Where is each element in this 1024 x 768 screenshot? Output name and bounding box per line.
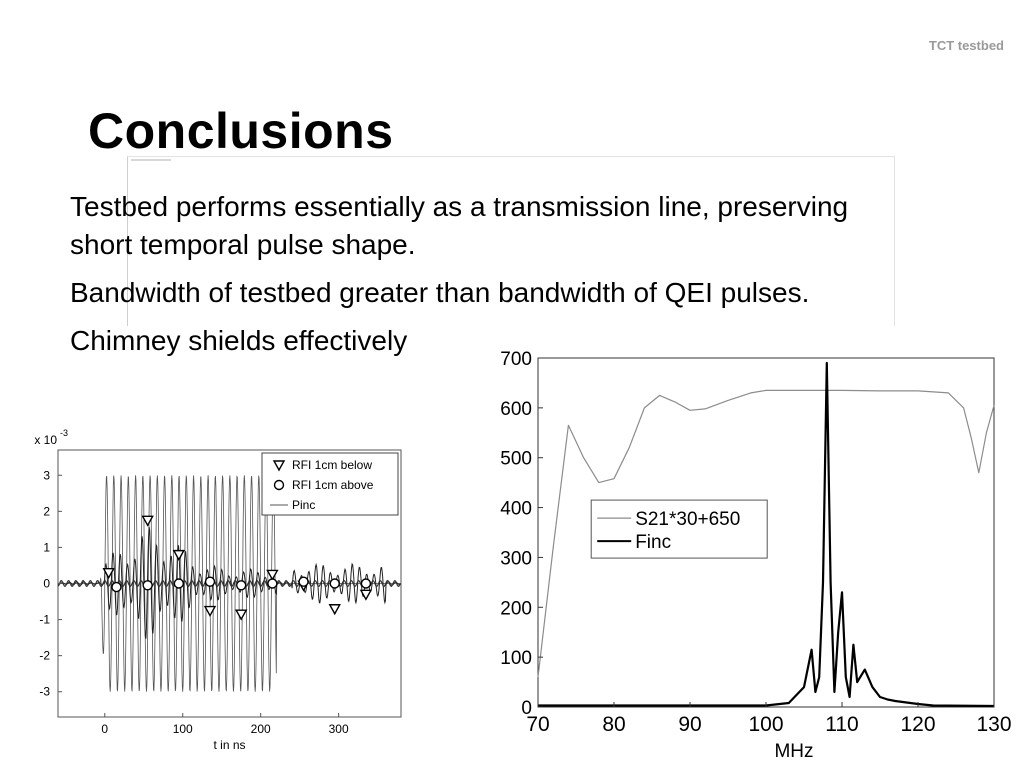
finc-series-line <box>538 361 995 708</box>
frequency-domain-figure: 70 80 90 100 110 120 130 0 100 200 300 400 500 600 700… <box>486 344 1016 766</box>
rfi-above-marker <box>235 580 247 591</box>
x-tick-label: 110 <box>825 713 858 736</box>
legend-label: S21*30+650 <box>635 509 740 530</box>
scale-factor-label: x 10 <box>34 433 57 447</box>
y-tick-label: 700 <box>500 349 532 370</box>
x-tick-label: 0 <box>101 722 108 736</box>
rfi-above-marker <box>173 578 185 589</box>
scale-factor-exponent: -3 <box>60 428 68 438</box>
bullet-item: Bandwidth of testbed greater than bandwi… <box>70 277 810 308</box>
x-tick-label: 300 <box>329 722 349 736</box>
rfi-above-marker <box>142 580 153 591</box>
pinc-series-line <box>58 475 401 692</box>
y-tick-label: -1 <box>39 613 50 627</box>
slide-header-tag: TCT testbed <box>928 38 1004 53</box>
slide-title: Conclusions <box>88 103 394 159</box>
x-axis-label: MHz <box>774 741 813 762</box>
x-tick-label: 100 <box>748 713 783 736</box>
rfi-below-marker <box>141 515 154 527</box>
embedded-frame-caption <box>131 159 171 161</box>
rfi-below-marker <box>328 604 341 616</box>
legend-label: Finc <box>635 532 671 553</box>
y-tick-label: 600 <box>500 399 532 420</box>
legend-label: RFI 1cm above <box>292 478 374 492</box>
y-tick-label: -2 <box>39 649 50 663</box>
y-tick-label: 500 <box>500 449 532 470</box>
rfi-above-marker <box>329 578 340 589</box>
bullet-item: Testbed performs essentially as a transm… <box>70 191 849 260</box>
legend-box <box>261 452 399 516</box>
legend-box <box>590 499 768 559</box>
time-domain-figure: 0 100 200 300 3 2 1 0 -1 -2 -3 t in ns x 10 -3 RFI 1cm… <box>18 425 418 760</box>
frequency-domain-chart: 70 80 90 100 110 120 130 0 100 200 300 400 500 600 700… <box>500 349 1011 762</box>
rfi-above-marker <box>111 581 122 593</box>
y-tick-label: 100 <box>500 648 532 669</box>
rfi-below-marker <box>172 549 186 562</box>
s21-series-line <box>537 389 995 678</box>
legend-label: RFI 1cm below <box>292 458 372 472</box>
x-tick-label: 130 <box>976 713 1011 736</box>
rfi-above-marker <box>204 576 216 587</box>
rfi-below-marker <box>102 567 115 580</box>
x-tick-label: 200 <box>251 722 271 736</box>
embedded-frame <box>127 156 895 326</box>
y-tick-label: 2 <box>43 504 50 518</box>
rfi-below-marker <box>235 609 248 621</box>
legend-marker-circle <box>273 479 285 491</box>
bullet-item: Chimney shields effectively <box>70 325 408 356</box>
y-tick-label: 0 <box>43 577 50 591</box>
legend-label: Pinc <box>292 498 315 512</box>
y-tick-label: 1 <box>43 540 50 554</box>
x-tick-label: 70 <box>526 713 549 736</box>
y-tick-label: 3 <box>43 468 50 482</box>
y-tick-label: -3 <box>39 685 50 699</box>
rfi-above-marker <box>360 578 372 589</box>
legend-marker-triangle <box>272 460 286 472</box>
rfi-below-marker <box>203 605 217 618</box>
x-tick-label: 80 <box>602 713 625 736</box>
x-tick-label: 90 <box>678 713 701 736</box>
x-tick-label: 120 <box>900 713 935 736</box>
x-axis-label: t in ns <box>213 738 245 752</box>
bullet-list: Testbed performs essentially as a transm… <box>70 188 880 370</box>
y-tick-label: 0 <box>521 698 532 719</box>
x-tick-label: 100 <box>173 722 193 736</box>
y-tick-label: 200 <box>500 598 532 619</box>
rfi-below-marker <box>359 589 373 601</box>
rfi-below-marker <box>266 569 279 581</box>
rfi-above-marker <box>267 578 278 589</box>
y-tick-label: 300 <box>500 548 532 569</box>
y-tick-label: 400 <box>500 499 532 520</box>
rfi-above-marker <box>298 576 309 587</box>
